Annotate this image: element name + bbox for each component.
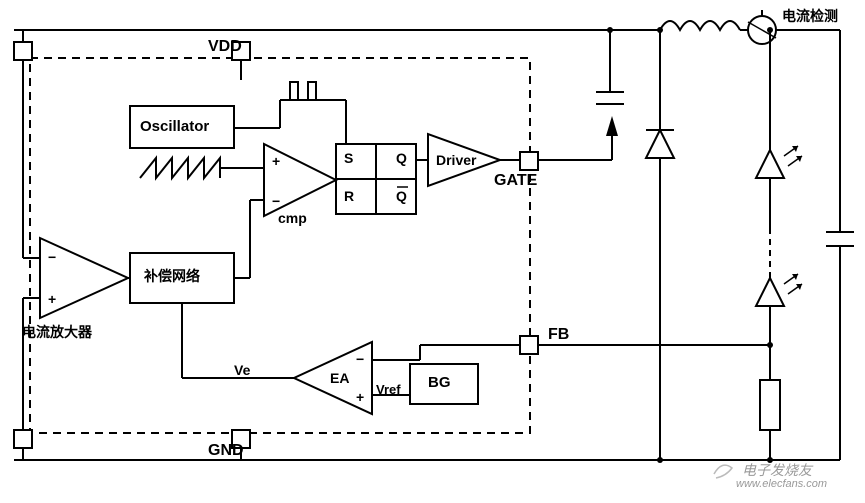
ea-label: EA xyxy=(330,370,349,386)
gnd-label: GND xyxy=(208,442,244,460)
r-label: R xyxy=(344,188,354,204)
led-1 xyxy=(756,150,784,178)
comp-net-label: 补偿网络 xyxy=(144,266,200,286)
cmp-label: cmp xyxy=(278,210,307,226)
pin-top-left xyxy=(14,42,32,60)
vref-label: Vref xyxy=(376,382,401,397)
svg-text:+: + xyxy=(272,153,280,169)
oscillator-label: Oscillator xyxy=(140,118,209,135)
svg-text:−: − xyxy=(272,193,280,209)
watermark-logo xyxy=(710,454,740,484)
pin-fb xyxy=(520,336,538,354)
driver-label: Driver xyxy=(436,152,476,168)
ve-label: Ve xyxy=(234,362,250,378)
sense-resistor xyxy=(760,380,780,430)
sawtooth-icon xyxy=(140,158,220,178)
pulse-icon xyxy=(283,82,324,100)
bg-label: BG xyxy=(428,374,451,391)
gate-label: GATE xyxy=(494,172,537,190)
svg-text:+: + xyxy=(356,389,364,405)
watermark-text: 电子发烧友 xyxy=(742,460,812,480)
pin-bot-left xyxy=(14,430,32,448)
svg-text:−: − xyxy=(356,351,364,367)
circuit-diagram: + − − + − + xyxy=(0,0,865,503)
watermark-url: www.elecfans.com xyxy=(736,478,827,490)
current-sense-label: 电流检测 xyxy=(782,6,838,26)
qbar-label: Q xyxy=(396,188,407,204)
fb-label: FB xyxy=(548,326,569,344)
svg-text:+: + xyxy=(48,291,56,307)
led-2 xyxy=(756,278,784,306)
diode xyxy=(646,130,674,158)
pin-gate xyxy=(520,152,538,170)
vdd-label: VDD xyxy=(208,38,242,56)
inductor xyxy=(660,21,740,30)
svg-text:−: − xyxy=(48,249,56,265)
s-label: S xyxy=(344,150,353,166)
q-label: Q xyxy=(396,150,407,166)
current-amp-label: 电流放大器 xyxy=(22,322,92,342)
